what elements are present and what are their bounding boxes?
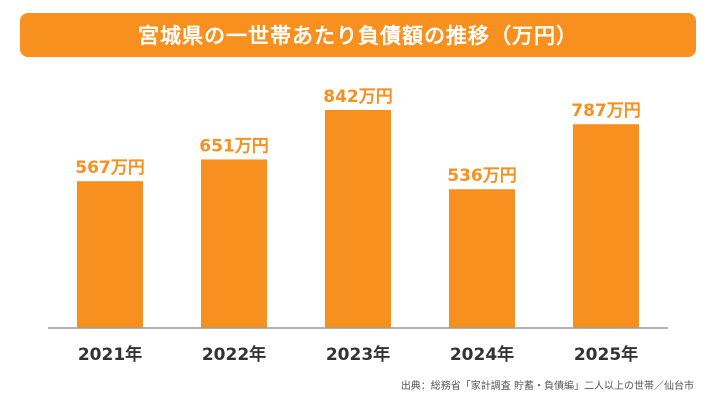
value-label-5: 787万円 [571,101,641,121]
bar-1 [77,181,143,328]
category-label-3: 2023年 [326,344,390,365]
category-label-4: 2024年 [450,344,514,365]
value-label-3: 842万円 [323,87,393,107]
bar-4 [449,189,515,328]
value-label-2: 651万円 [199,136,269,156]
bar-2 [201,159,267,328]
bar-5 [573,124,639,329]
bar-3 [325,110,391,328]
value-label-1: 567万円 [75,158,145,178]
chart-title: 宮城県の一世帯あたり負債額の推移（万円） [138,24,578,48]
category-label-1: 2021年 [78,344,142,365]
chart-title-banner: 宮城県の一世帯あたり負債額の推移（万円） [20,13,696,57]
category-label-5: 2025年 [574,344,638,365]
value-label-4: 536万円 [447,166,517,186]
source-note: 出典：総務省「家計調査 貯蓄・負債編」二人以上の世帯／仙台市 [400,381,694,392]
category-label-2: 2022年 [202,344,266,365]
